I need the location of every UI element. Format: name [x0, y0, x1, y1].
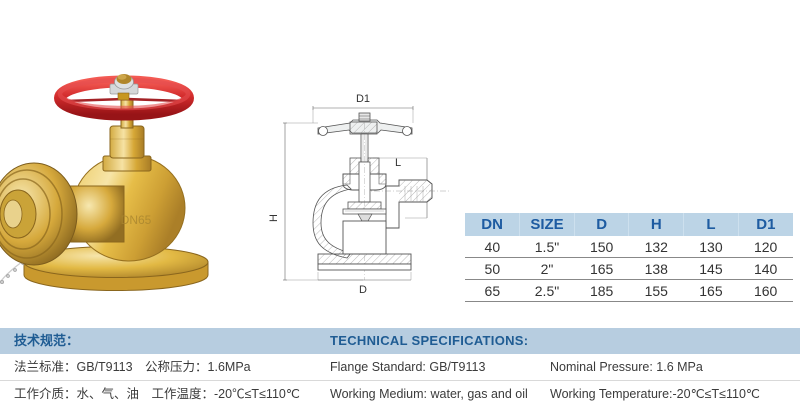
- svg-text:D1: D1: [356, 93, 370, 105]
- svg-text:D: D: [359, 284, 367, 296]
- svg-text:H: H: [268, 214, 280, 222]
- svg-text:L: L: [395, 157, 401, 169]
- svg-text:DN65: DN65: [121, 213, 152, 227]
